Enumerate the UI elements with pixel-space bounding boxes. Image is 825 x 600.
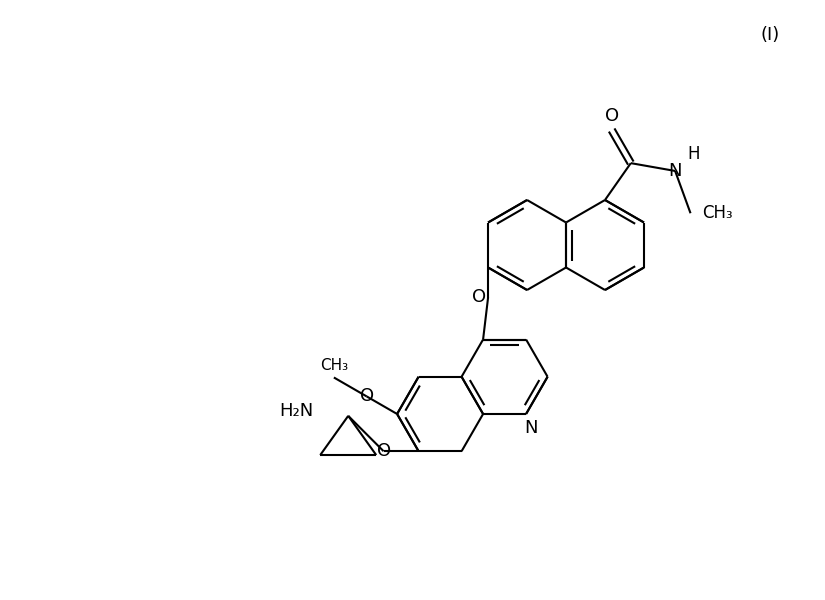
Text: CH₃: CH₃ — [320, 358, 348, 373]
Text: O: O — [472, 289, 486, 307]
Text: N: N — [668, 162, 682, 180]
Text: O: O — [376, 442, 391, 460]
Text: CH₃: CH₃ — [703, 204, 733, 222]
Text: H₂N: H₂N — [279, 402, 314, 420]
Text: O: O — [360, 388, 374, 406]
Text: O: O — [605, 107, 619, 125]
Text: (I): (I) — [761, 26, 780, 44]
Text: H: H — [687, 145, 700, 163]
Text: N: N — [525, 419, 538, 437]
